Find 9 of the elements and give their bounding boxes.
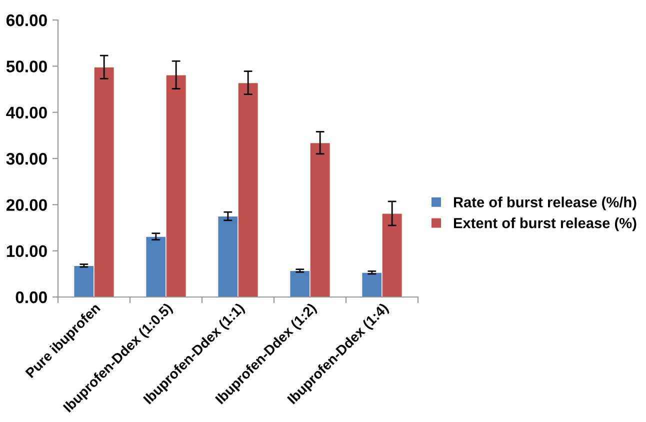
y-tick-label: 0.00 (16, 291, 47, 304)
y-tick-label: 10.00 (6, 245, 47, 258)
legend-label: Extent of burst release (%) (454, 218, 636, 232)
y-tick-label: 60.00 (6, 14, 47, 26)
y-tick-label: 50.00 (6, 60, 47, 72)
y-tick-label: 20.00 (6, 199, 47, 211)
y-tick-label: 40.00 (6, 106, 47, 119)
y-tick-label: 30.00 (6, 152, 47, 165)
legend-label: Rate of burst release (%/h) (454, 196, 636, 210)
